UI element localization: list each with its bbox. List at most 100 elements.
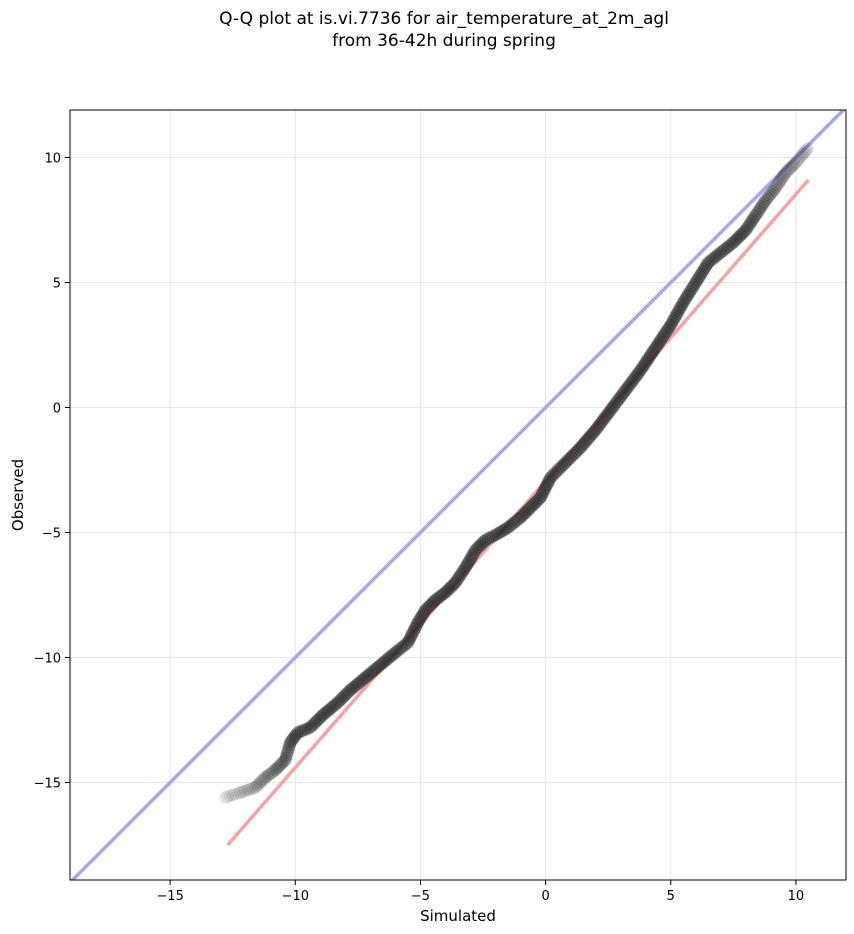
quantile-point [551, 463, 565, 477]
quantile-point [759, 193, 773, 207]
quantile-point [373, 658, 387, 672]
quantile-point [448, 576, 462, 589]
quantile-point [743, 217, 757, 231]
chart-title: Q-Q plot at is.vi.7736 for air_temperatu… [0, 8, 854, 52]
quantile-point [547, 467, 561, 481]
quantile-point [767, 183, 781, 197]
quantile-point [699, 260, 713, 274]
quantile-point [685, 282, 699, 296]
quantile-point [440, 584, 454, 598]
quantile-point [475, 536, 489, 550]
quantile-point [601, 407, 615, 421]
quantile-point [776, 170, 790, 184]
quantile-point [543, 473, 557, 487]
quantile-point [447, 577, 461, 591]
quantile-point [742, 219, 756, 233]
quantile-point [457, 563, 471, 577]
quantile-point [258, 771, 272, 784]
quantile-point [481, 532, 495, 546]
quantile-point [646, 345, 660, 359]
quantile-point [345, 681, 359, 695]
quantile-point [293, 725, 307, 738]
quantile-point [654, 332, 668, 346]
quantile-point [605, 401, 619, 415]
quantile-point [336, 690, 350, 704]
quantile-point [291, 726, 305, 739]
quantile-point [397, 639, 411, 653]
quantile-point [635, 361, 649, 375]
quantile-point [231, 786, 245, 800]
quantile-point [318, 706, 332, 720]
quantile-point [228, 787, 242, 801]
quantile-point [797, 146, 811, 160]
quantile-point [385, 649, 399, 663]
quantile-point [772, 176, 786, 190]
quantile-point [395, 641, 409, 654]
quantile-point [387, 647, 401, 661]
quantile-point [747, 210, 761, 224]
quantile-point [477, 535, 491, 549]
quantile-point [470, 541, 484, 555]
quantile-point [703, 254, 717, 268]
quantile-point [617, 385, 631, 399]
quantile-point [321, 703, 335, 717]
quantile-point [461, 556, 475, 570]
quantile-point [689, 276, 703, 289]
y-axis-label: Observed [9, 459, 27, 531]
quantile-point [701, 256, 715, 269]
quantile-point [327, 699, 341, 713]
quantile-point [739, 223, 753, 237]
quantile-point [522, 502, 536, 516]
quantile-point [347, 680, 361, 694]
quantile-point [690, 273, 704, 287]
quantile-point [466, 547, 480, 561]
quantile-point [464, 552, 478, 566]
quantile-point [442, 582, 456, 596]
quantile-point [283, 738, 297, 752]
quantile-point [770, 178, 784, 192]
quantile-point [613, 391, 627, 405]
quantile-point [379, 653, 393, 667]
quantile-point [626, 373, 640, 387]
quantile-point [411, 616, 425, 629]
quantile-point [351, 677, 365, 691]
quantile-point [632, 365, 646, 379]
quantile-point [708, 251, 722, 264]
quantile-point [746, 212, 760, 226]
quantile-point [750, 206, 764, 220]
quantile-point [402, 633, 416, 647]
quantile-point [497, 523, 511, 537]
quantile-point [270, 761, 284, 775]
quantile-point [301, 722, 315, 735]
quantile-point [357, 672, 371, 686]
quantile-point [404, 629, 418, 643]
quantile-point [676, 296, 690, 309]
quantile-point [587, 425, 601, 439]
quantile-point [795, 148, 809, 162]
quantile-point [730, 232, 744, 246]
quantile-point [595, 415, 609, 429]
quantile-point [296, 724, 310, 737]
quantile-point [673, 302, 687, 316]
quantile-point [289, 728, 303, 741]
quantile-point [511, 512, 525, 526]
quantile-point [791, 154, 804, 168]
quantile-point [509, 514, 523, 528]
quantile-point [737, 225, 751, 239]
quantile-point [649, 341, 663, 354]
quantile-point [728, 234, 742, 248]
chart-title-line1: Q-Q plot at is.vi.7736 for air_temperatu… [219, 9, 669, 29]
quantile-point [602, 405, 616, 419]
quantile-point [631, 367, 645, 381]
quantile-point [416, 607, 430, 621]
quantile-point [529, 496, 543, 509]
quantile-point [309, 715, 323, 729]
quantile-point [680, 289, 694, 303]
quantile-point [549, 465, 563, 479]
quantile-point [541, 475, 555, 489]
quantile-point [375, 656, 389, 670]
quantile-point [534, 491, 548, 504]
quantile-point [422, 600, 436, 614]
quantile-point [525, 499, 539, 513]
